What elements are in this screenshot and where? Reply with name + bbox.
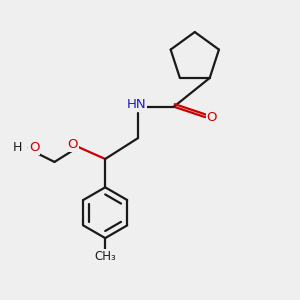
Text: O: O (68, 138, 78, 151)
Text: ·: · (26, 145, 28, 150)
Text: O: O (207, 111, 217, 124)
Text: HN: HN (127, 98, 146, 111)
Text: CH₃: CH₃ (94, 250, 116, 262)
Text: H: H (12, 141, 22, 154)
Text: O: O (29, 141, 39, 154)
